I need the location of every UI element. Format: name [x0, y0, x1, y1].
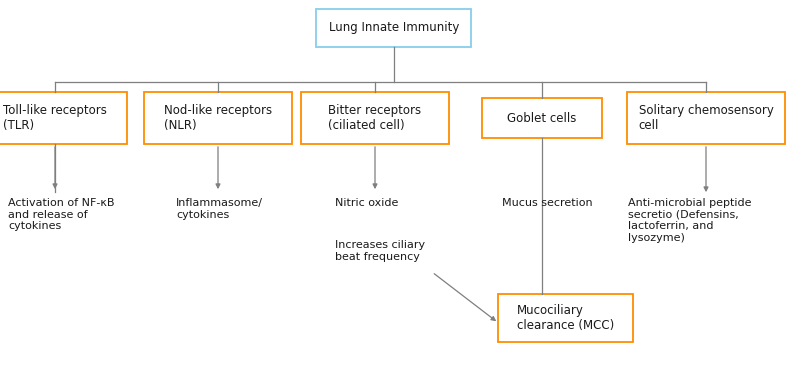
Text: Increases ciliary
beat frequency: Increases ciliary beat frequency — [335, 240, 425, 262]
Text: Toll-like receptors
(TLR): Toll-like receptors (TLR) — [3, 104, 107, 132]
Text: Nod-like receptors
(NLR): Nod-like receptors (NLR) — [164, 104, 272, 132]
Text: Mucociliary
clearance (MCC): Mucociliary clearance (MCC) — [518, 304, 615, 332]
Text: Goblet cells: Goblet cells — [507, 111, 577, 125]
Text: Nitric oxide: Nitric oxide — [335, 198, 398, 208]
FancyBboxPatch shape — [316, 9, 472, 47]
FancyBboxPatch shape — [301, 92, 449, 144]
FancyBboxPatch shape — [627, 92, 785, 144]
Text: Lung Innate Immunity: Lung Innate Immunity — [329, 22, 459, 34]
Text: Activation of NF-κB
and release of
cytokines: Activation of NF-κB and release of cytok… — [8, 198, 114, 231]
Text: Bitter receptors
(ciliated cell): Bitter receptors (ciliated cell) — [328, 104, 421, 132]
FancyBboxPatch shape — [144, 92, 292, 144]
FancyBboxPatch shape — [0, 92, 128, 144]
Text: Mucus secretion: Mucus secretion — [502, 198, 593, 208]
Text: Inflammasome/
cytokines: Inflammasome/ cytokines — [176, 198, 263, 219]
FancyBboxPatch shape — [499, 294, 634, 342]
Text: Anti-microbial peptide
secretio (Defensins,
lactoferrin, and
lysozyme): Anti-microbial peptide secretio (Defensi… — [628, 198, 751, 243]
FancyBboxPatch shape — [482, 98, 602, 138]
Text: Solitary chemosensory
cell: Solitary chemosensory cell — [638, 104, 773, 132]
